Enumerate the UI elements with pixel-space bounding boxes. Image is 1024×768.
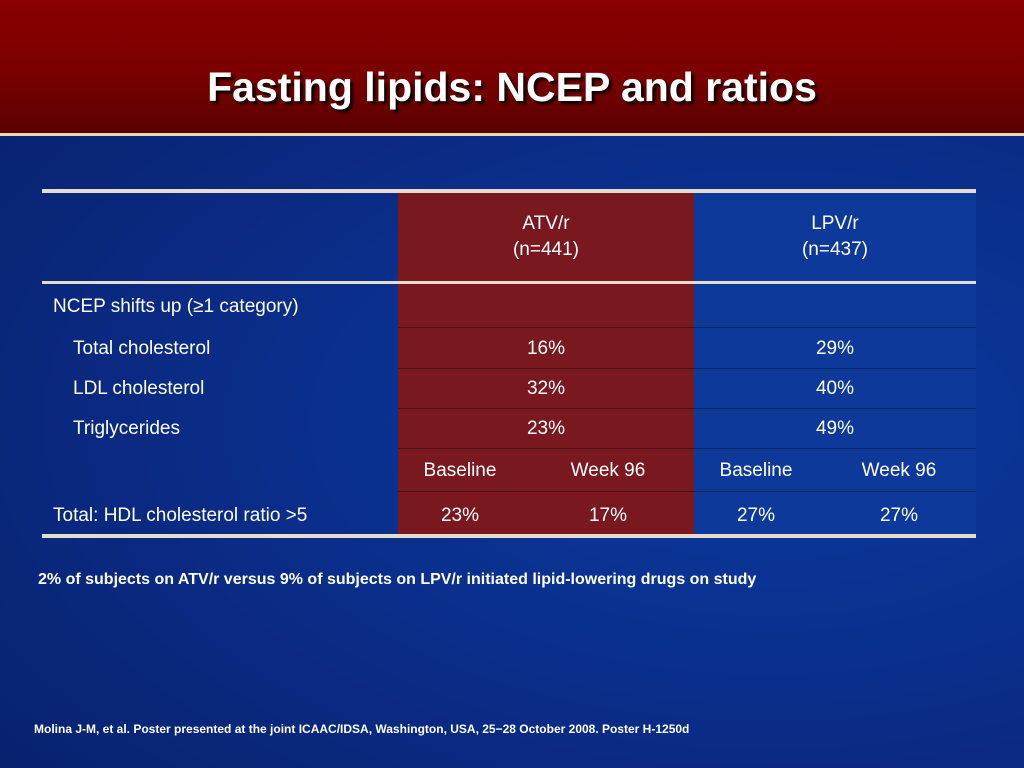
row-label-total-cholesterol: Total cholesterol (73, 338, 211, 359)
lpv-week96-header: Week 96 (861, 460, 937, 481)
row-separator (398, 491, 976, 492)
atv-column-name: ATV/r (522, 213, 570, 234)
row-separator (398, 448, 976, 449)
lipid-lowering-footnote: 2% of subjects on ATV/r versus 9% of sub… (38, 571, 757, 588)
atv-total-cholesterol: 16% (526, 338, 566, 359)
lpv-column-header: LPV/r (n=437) (694, 211, 976, 263)
row-separator (398, 327, 976, 328)
title-banner (0, 0, 1024, 133)
ratio-row-label: Total: HDL cholesterol ratio >5 (53, 505, 308, 526)
lpv-column-n: (n=437) (801, 239, 869, 260)
atv-column-header: ATV/r (n=441) (398, 211, 694, 263)
atv-column-n: (n=441) (512, 239, 580, 260)
lpv-column-name: LPV/r (811, 213, 859, 234)
atv-ratio-baseline: 23% (440, 505, 480, 526)
lpv-triglycerides: 49% (815, 418, 855, 439)
atv-column-band (398, 193, 694, 534)
lpv-baseline-header: Baseline (719, 460, 793, 481)
atv-triglycerides: 23% (526, 418, 566, 439)
row-label-ldl-cholesterol: LDL cholesterol (73, 378, 205, 399)
lpv-total-cholesterol: 29% (815, 338, 855, 359)
row-separator (398, 408, 976, 409)
row-label-triglycerides: Triglycerides (73, 418, 180, 439)
atv-week96-header: Week 96 (570, 460, 646, 481)
table-header-rule (42, 281, 976, 284)
lpv-ldl-cholesterol: 40% (815, 378, 855, 399)
lpv-ratio-baseline: 27% (736, 505, 776, 526)
atv-ratio-week96: 17% (588, 505, 628, 526)
table-bottom-rule (42, 534, 976, 538)
atv-ldl-cholesterol: 32% (526, 378, 566, 399)
slide-title: Fasting lipids: NCEP and ratios (207, 64, 817, 110)
row-separator (398, 368, 976, 369)
table-top-rule (42, 189, 976, 193)
lpv-ratio-week96: 27% (879, 505, 919, 526)
ncep-section-label: NCEP shifts up (≥1 category) (53, 296, 299, 317)
lpv-column-band (694, 193, 976, 534)
citation: Molina J-M, et al. Poster presented at t… (34, 722, 690, 736)
lipids-table: ATV/r (n=441) LPV/r (n=437) NCEP shifts … (42, 189, 976, 538)
title-underline (0, 133, 1024, 136)
atv-baseline-header: Baseline (423, 460, 497, 481)
